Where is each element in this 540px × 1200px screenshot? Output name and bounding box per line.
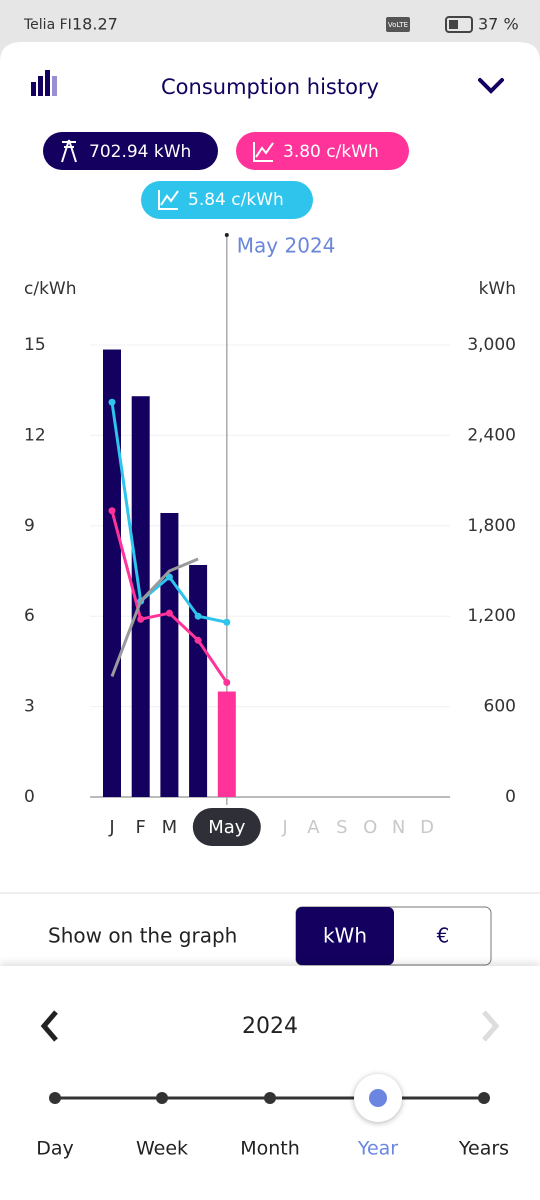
badge-price-2 [141,181,313,219]
y-tick-label: 15 [24,335,46,355]
y-axis-label: c/kWh [24,279,77,299]
bar [103,349,121,797]
bar [217,691,236,797]
toggle-text: kWh [323,924,367,948]
point [108,507,116,515]
chart-icon [31,70,57,96]
scale-dot[interactable] [478,1092,490,1104]
point [108,398,116,406]
y-tick-label: 9 [24,516,35,536]
x-tick-label: M [162,817,178,838]
collapse-button[interactable] [478,78,504,94]
scale-dot[interactable] [49,1092,61,1104]
x-tick-label: J [108,817,114,838]
x-tick-label: F [136,817,146,838]
point [194,612,202,620]
point [223,678,231,686]
y-tick-label: 6 [24,606,35,626]
scale-dot[interactable] [264,1092,276,1104]
battery-icon [445,16,473,33]
scales: Day Week Month Year Years [36,1074,509,1160]
scale-label[interactable]: Years [458,1138,509,1160]
toggle-text[interactable]: € [437,924,450,948]
x-tick-label: J [281,817,287,838]
x-tick-label: N [392,817,405,838]
x-tick-label: A [307,817,320,838]
scale-label[interactable]: Day [36,1138,74,1160]
cursor-dot [224,233,229,237]
point [194,636,202,644]
scale-dot [369,1089,387,1107]
badge-text: 702.94 kWh [89,142,191,162]
x-tick-label: May [208,817,246,838]
y2-tick-label: 1,800 [467,516,516,536]
show-label: Show on the graph [48,924,237,948]
y2-tick-label: 600 [484,697,516,717]
point [165,609,173,617]
next-button [482,1010,500,1042]
scale-dot[interactable] [156,1092,168,1104]
prev-button[interactable] [40,1010,58,1042]
y2-tick-label: 1,200 [467,606,516,626]
scale-label[interactable]: Week [136,1138,188,1160]
y2-tick-label: 3,000 [467,335,516,355]
selected-pill [192,808,261,846]
x-tick-label: D [420,817,434,838]
chart: c/kWh kWh 0 3 6 9 12 15 0 600 1,200 1,800 2,400 3,000… [24,233,516,846]
line-icon [253,142,274,162]
title: Consumption history [161,75,379,99]
bar [189,564,208,797]
bottom-sheet [0,966,540,1200]
bar [160,512,179,797]
carrier: Telia FI [23,17,72,33]
y-tick-label: 0 [24,787,35,807]
x-tick-label: O [363,817,377,838]
badge-text: 5.84 c/kWh [188,190,284,210]
line-icon [158,190,179,210]
clock: 18.27 [72,15,118,34]
toggle-kwh[interactable] [296,907,394,965]
battery: 37 % [478,15,519,34]
scale-label[interactable]: Year [357,1138,398,1160]
badge-price [236,132,409,170]
point [223,618,231,626]
y2-tick-label: 0 [505,787,516,807]
year: 2024 [242,1014,298,1039]
battery-level [449,20,458,29]
badge-text: 3.80 c/kWh [283,142,379,162]
network: VoLTE [388,21,408,29]
y-tick-label: 12 [24,425,46,445]
point [137,615,145,623]
line [110,557,199,678]
y-tick-label: 3 [24,697,35,717]
pylon-icon [61,139,77,163]
y2-tick-label: 2,400 [467,425,516,445]
point [165,573,173,581]
volte-icon [386,17,410,32]
y2-axis-label: kWh [479,279,516,299]
x-tick-label: S [336,817,347,838]
scale-label[interactable]: Month [240,1138,300,1160]
annotation: May 2024 [237,234,336,258]
badge-consumption [43,132,218,170]
